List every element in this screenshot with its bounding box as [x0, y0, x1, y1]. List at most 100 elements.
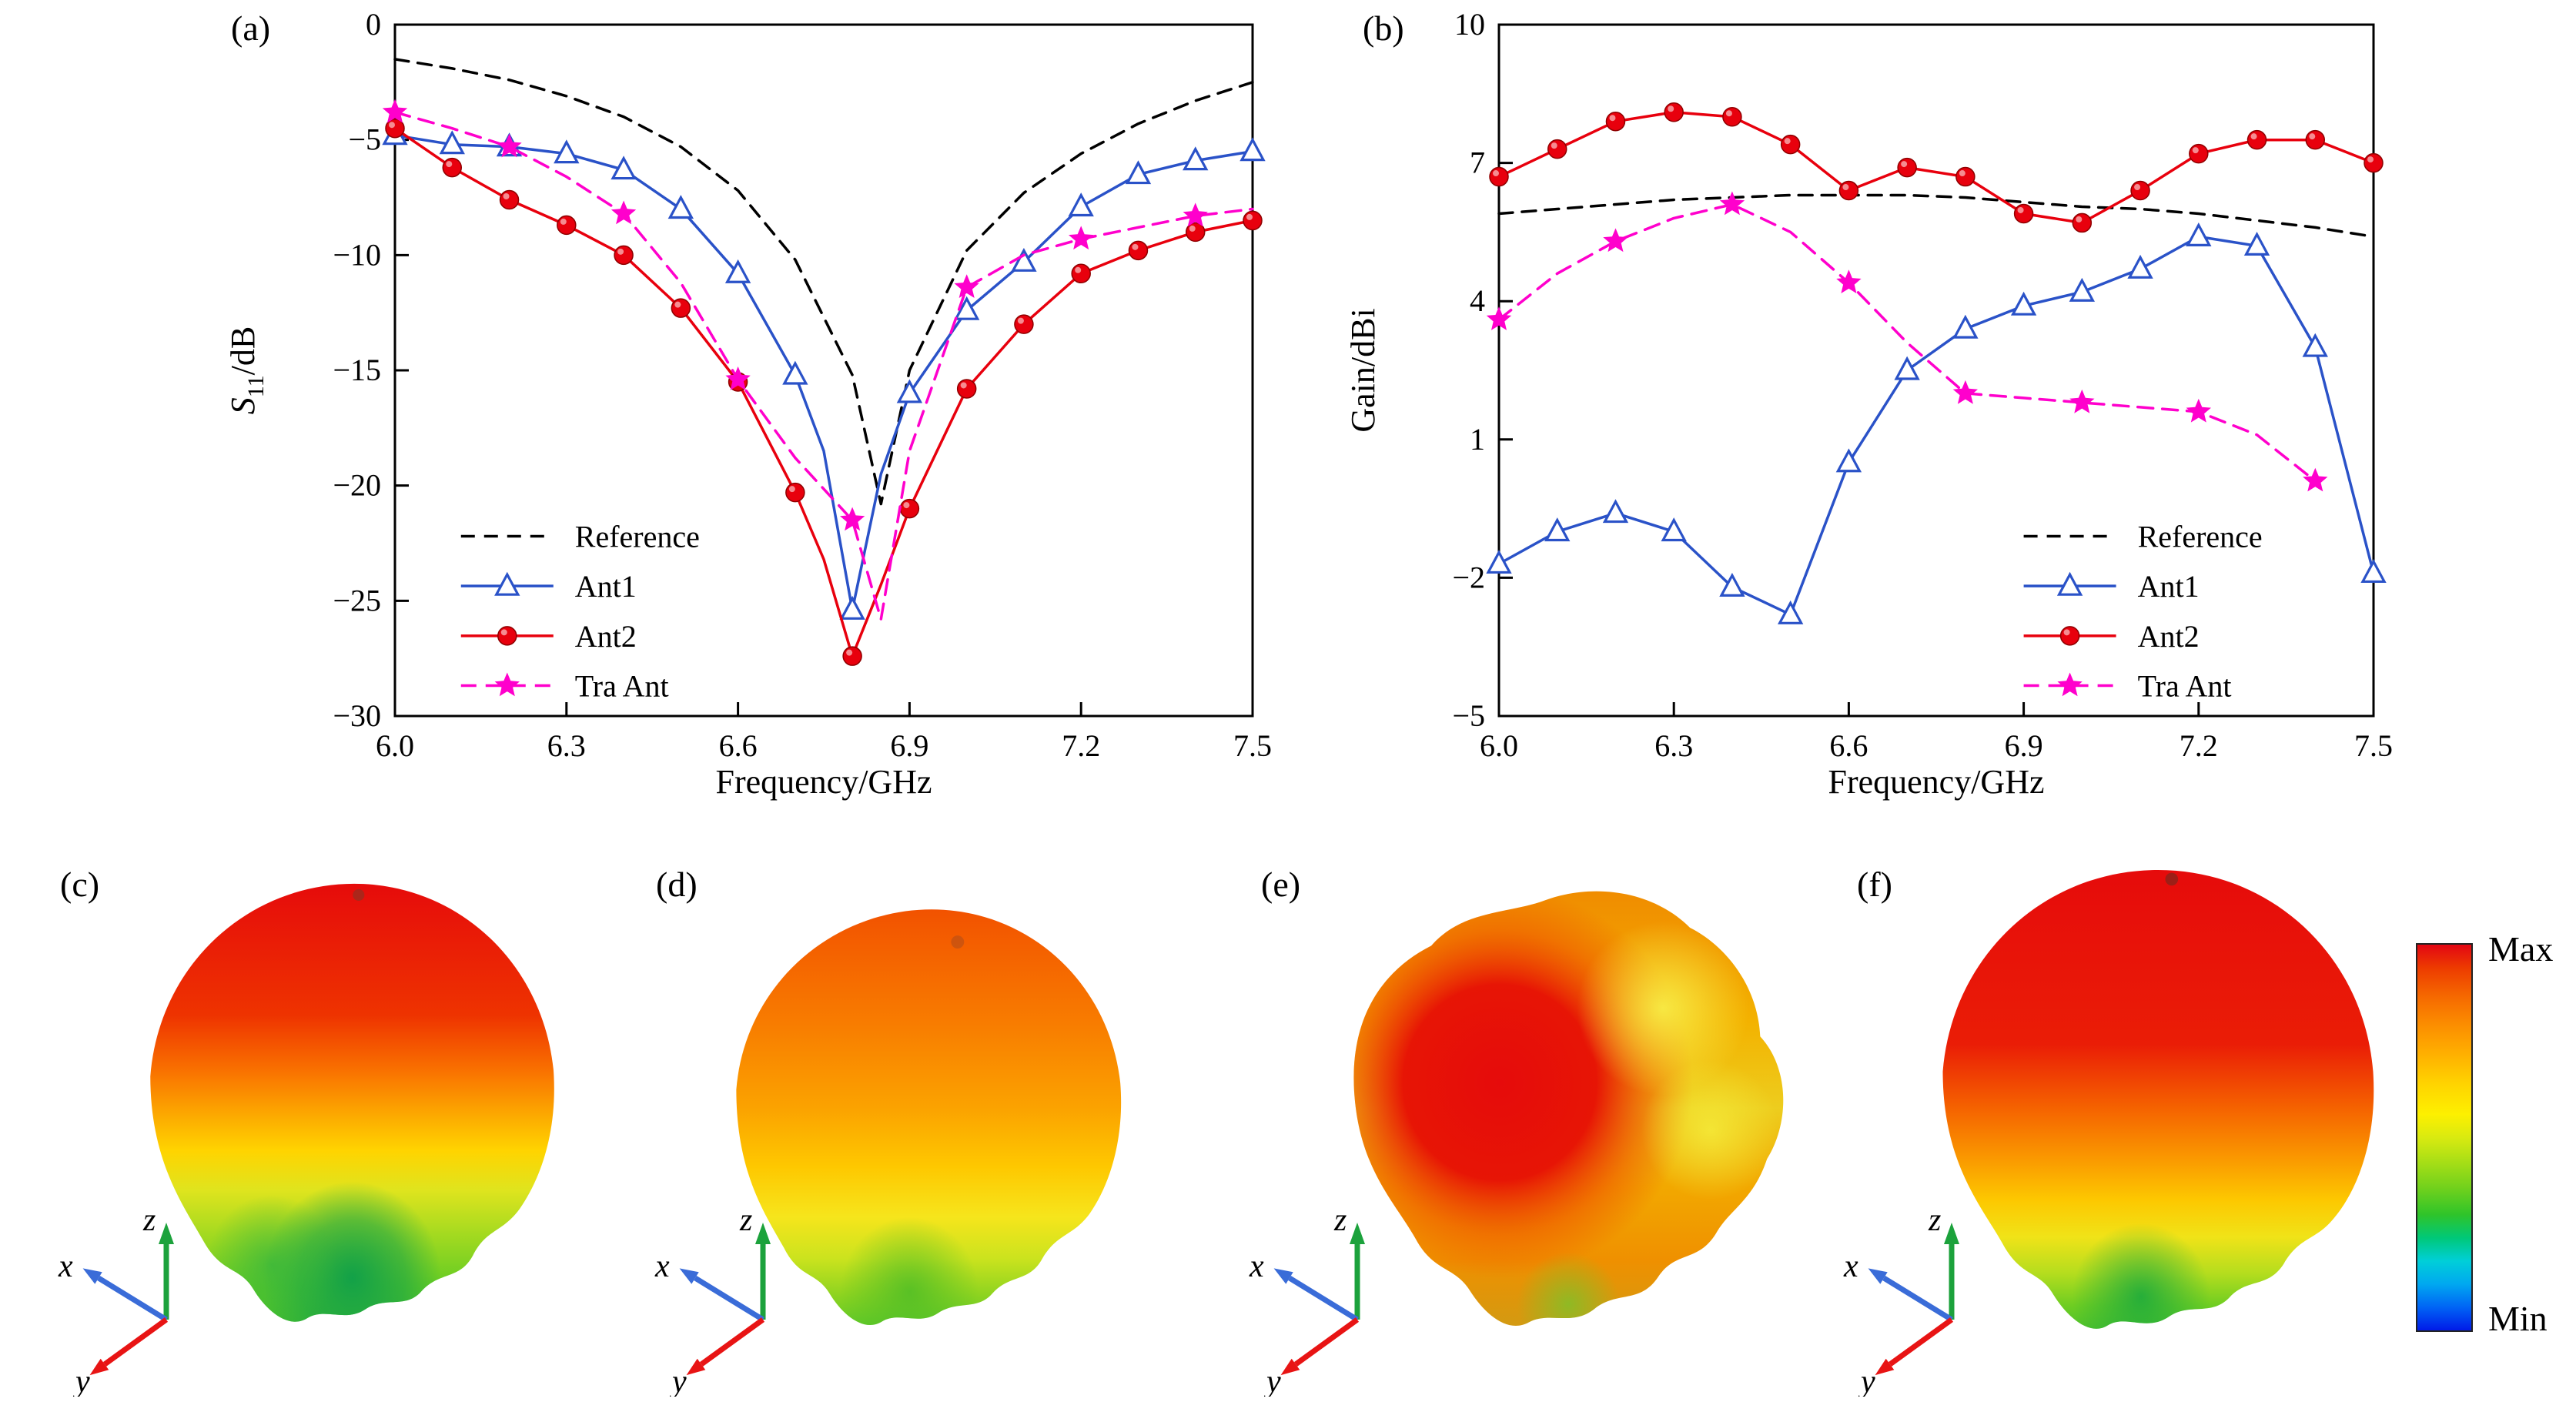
- marker-highlight: [2192, 147, 2199, 154]
- marker-triangle: [2056, 571, 2083, 596]
- marker-triangle: [2010, 291, 2037, 316]
- x-tick-label: 6.0: [376, 728, 414, 763]
- x-tick-label: 7.5: [2354, 728, 2393, 763]
- y-tick-label: −10: [333, 237, 381, 272]
- marker-circle: [2059, 626, 2080, 646]
- legend-label: Ant2: [2138, 619, 2200, 654]
- marker-triangle: [953, 296, 980, 320]
- x-tick-label: 6.0: [1480, 728, 1518, 763]
- x-axis-arrowhead: [1273, 1268, 1293, 1284]
- colorbar-max-label: Max: [2488, 929, 2554, 969]
- y-tick-label: −2: [1452, 560, 1485, 594]
- marker-triangle: [896, 379, 923, 403]
- coordinate-axes: x y z: [1249, 1203, 1365, 1400]
- y-axis-title: S11/dB: [224, 326, 269, 414]
- marker-highlight: [500, 629, 507, 636]
- marker-triangle: [1544, 517, 1571, 542]
- marker-circle: [1014, 314, 1034, 334]
- marker-circle: [2189, 143, 2209, 164]
- x-axis-label: x: [1249, 1249, 1264, 1284]
- x-axis-label: x: [58, 1249, 73, 1284]
- marker-star: [497, 133, 522, 158]
- marker-circle: [1128, 240, 1149, 261]
- y-axis-label: y: [72, 1364, 90, 1397]
- marker-circle: [2305, 129, 2326, 150]
- marker-triangle: [782, 360, 808, 385]
- colorbar: [2416, 943, 2473, 1332]
- marker-circle: [1955, 166, 1975, 187]
- marker-star: [382, 99, 408, 123]
- x-axis-arrow: [97, 1276, 168, 1322]
- marker-highlight: [674, 301, 681, 308]
- marker-triangle: [1011, 247, 1037, 272]
- marker-highlight: [389, 122, 395, 129]
- marker-triangle: [1661, 517, 1687, 542]
- marker-triangle: [724, 259, 751, 283]
- marker-highlight: [1725, 110, 1732, 117]
- marker-triangle: [611, 156, 637, 180]
- x-tick-label: 6.9: [2005, 728, 2043, 763]
- x-tick-label: 6.3: [547, 728, 586, 763]
- marker-star: [1183, 202, 1208, 227]
- axes-triad-f: x y z: [1836, 1196, 2013, 1400]
- marker-triangle: [667, 195, 694, 219]
- y-axis-arrowhead: [1875, 1358, 1895, 1376]
- marker-circle: [614, 245, 634, 266]
- axes-triad-c: x y z: [51, 1196, 228, 1400]
- plot-frame: [393, 23, 1254, 718]
- marker-star: [1069, 226, 1094, 250]
- axes-triad-e: x y z: [1242, 1196, 1419, 1400]
- y-tick-label: −15: [333, 353, 381, 387]
- radiation-pattern-c: [150, 883, 554, 1322]
- marker-circle: [842, 646, 862, 666]
- x-axis-title: Frequency/GHz: [1828, 763, 2044, 801]
- marker-highlight: [2250, 133, 2257, 140]
- series-line-tra-ant: [1497, 202, 2317, 483]
- marker-triangle: [839, 595, 865, 620]
- series-line-tra-ant: [393, 110, 1254, 621]
- marker-circle: [2130, 180, 2150, 201]
- x-tick-label: 6.6: [1829, 728, 1868, 763]
- marker-highlight: [1668, 105, 1674, 112]
- marker-highlight: [2134, 184, 2141, 191]
- radiation-pattern-f: [1942, 870, 2374, 1329]
- marker-star: [840, 507, 865, 531]
- pattern-shading: [1942, 870, 2374, 1329]
- marker-highlight: [560, 218, 567, 225]
- marker-triangle: [2302, 333, 2328, 357]
- marker-highlight: [1551, 142, 1557, 149]
- marker-circle: [499, 189, 520, 210]
- y-tick-label: −5: [1452, 698, 1485, 733]
- marker-triangle: [2127, 254, 2153, 279]
- z-axis-label: z: [1928, 1203, 1941, 1238]
- legend-label: Ant2: [575, 619, 637, 654]
- z-axis-label: z: [142, 1203, 156, 1238]
- series-line-ant2: [1497, 110, 2375, 225]
- marker-circle: [2364, 152, 2384, 173]
- y-axis-arrow: [1293, 1317, 1360, 1367]
- x-axis-label: x: [1843, 1249, 1858, 1284]
- y-tick-label: 4: [1470, 283, 1485, 318]
- series-line-reference: [1497, 193, 2375, 239]
- marker-circle: [1605, 111, 1626, 132]
- y-axis-arrowhead: [686, 1358, 706, 1376]
- x-axis-arrow: [1882, 1276, 1953, 1322]
- pattern-peak-marker: [2165, 872, 2179, 886]
- marker-highlight: [2063, 629, 2070, 636]
- marker-triangle: [1183, 146, 1209, 171]
- panel-label-d: (d): [656, 865, 698, 904]
- marker-highlight: [903, 502, 910, 509]
- marker-highlight: [1959, 170, 1965, 177]
- marker-highlight: [617, 248, 624, 255]
- marker-highlight: [846, 649, 853, 656]
- marker-triangle: [2243, 231, 2270, 256]
- marker-triangle: [1952, 314, 1979, 339]
- marker-triangle: [2186, 223, 2212, 246]
- plot-frame: [1497, 23, 2375, 718]
- legend-label: Reference: [2138, 520, 2263, 554]
- x-axis-title: Frequency/GHz: [715, 763, 932, 801]
- x-tick-label: 7.2: [2180, 728, 2218, 763]
- marker-star: [1952, 380, 1978, 404]
- marker-circle: [671, 298, 691, 318]
